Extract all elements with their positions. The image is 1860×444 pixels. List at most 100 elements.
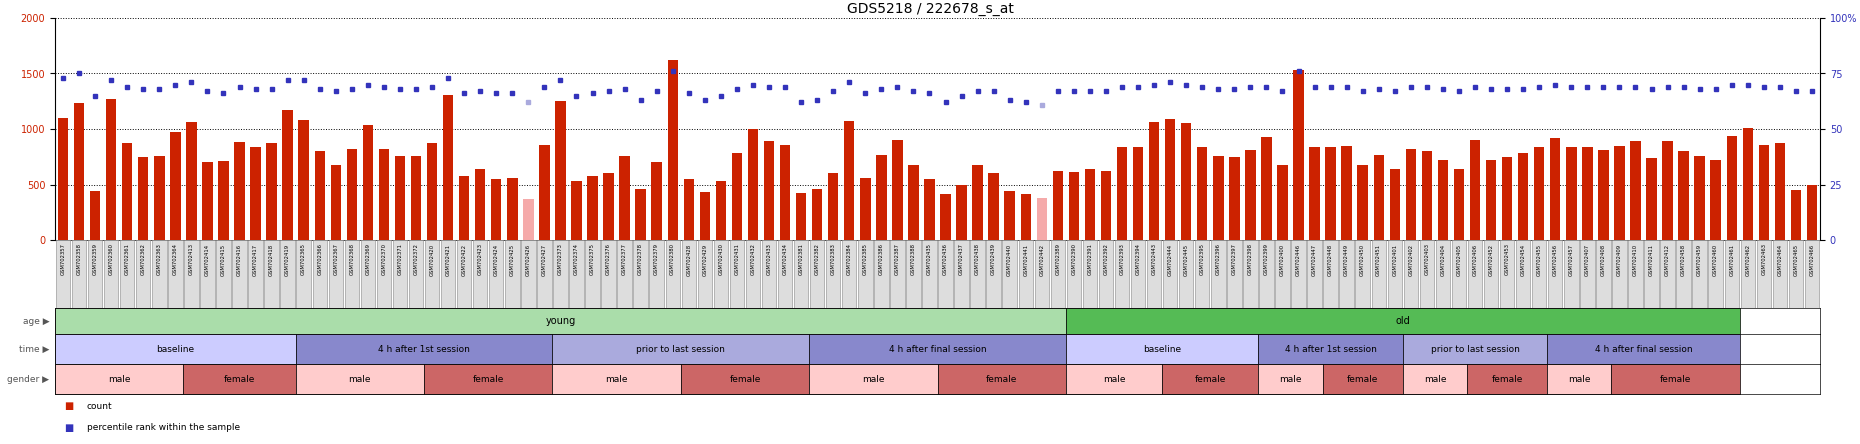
Bar	[1614, 146, 1624, 240]
Bar	[1438, 160, 1449, 240]
Text: GSM702424: GSM702424	[493, 243, 498, 276]
Bar	[1309, 147, 1321, 240]
Text: female: female	[729, 374, 761, 384]
FancyBboxPatch shape	[216, 240, 231, 308]
Text: GSM702456: GSM702456	[1553, 243, 1557, 276]
Text: GSM702392: GSM702392	[1103, 243, 1109, 275]
Bar	[1341, 146, 1352, 240]
Text: GSM702400: GSM702400	[1280, 243, 1285, 276]
Text: GSM702391: GSM702391	[1088, 243, 1092, 275]
Text: GSM702369: GSM702369	[365, 243, 370, 275]
Bar	[424, 364, 552, 394]
Bar	[379, 149, 389, 240]
Text: GSM702375: GSM702375	[590, 243, 595, 275]
Bar	[1549, 138, 1561, 240]
FancyBboxPatch shape	[586, 240, 599, 308]
Bar	[1663, 141, 1672, 240]
FancyBboxPatch shape	[184, 240, 199, 308]
FancyBboxPatch shape	[1259, 240, 1274, 308]
Text: GSM702393: GSM702393	[1120, 243, 1125, 275]
Text: GSM702390: GSM702390	[1071, 243, 1077, 275]
Text: GSM702388: GSM702388	[911, 243, 915, 275]
Bar	[296, 364, 424, 394]
Bar	[266, 143, 277, 240]
FancyBboxPatch shape	[649, 240, 664, 308]
Bar	[74, 103, 84, 240]
FancyBboxPatch shape	[538, 240, 552, 308]
Bar	[56, 334, 296, 364]
Bar	[668, 60, 677, 240]
Text: young: young	[545, 316, 575, 326]
FancyBboxPatch shape	[698, 240, 712, 308]
Bar	[251, 147, 260, 240]
Text: GSM702387: GSM702387	[895, 243, 900, 275]
FancyBboxPatch shape	[746, 240, 761, 308]
FancyBboxPatch shape	[87, 240, 102, 308]
FancyBboxPatch shape	[1693, 240, 1707, 308]
FancyBboxPatch shape	[1388, 240, 1402, 308]
Bar	[1066, 364, 1162, 394]
Text: GSM702438: GSM702438	[975, 243, 980, 275]
Text: GSM702434: GSM702434	[783, 243, 787, 275]
Text: GSM702367: GSM702367	[333, 243, 339, 275]
Text: GSM702385: GSM702385	[863, 243, 869, 275]
Text: GSM702403: GSM702403	[1425, 243, 1428, 275]
Text: GDS5218 / 222678_s_at: GDS5218 / 222678_s_at	[846, 2, 1014, 16]
Text: GSM702417: GSM702417	[253, 243, 259, 276]
FancyBboxPatch shape	[1419, 240, 1434, 308]
Text: GSM702454: GSM702454	[1521, 243, 1525, 276]
Bar	[1469, 140, 1481, 240]
Bar	[876, 155, 887, 240]
Bar	[1021, 194, 1030, 240]
Text: GSM702460: GSM702460	[1713, 243, 1719, 276]
Text: age ▶: age ▶	[22, 317, 50, 325]
Bar	[588, 176, 597, 240]
Text: GSM702447: GSM702447	[1311, 243, 1317, 276]
Bar	[1518, 154, 1529, 240]
FancyBboxPatch shape	[201, 240, 214, 308]
Text: male: male	[1103, 374, 1125, 384]
Bar	[1229, 157, 1239, 240]
Text: GSM702364: GSM702364	[173, 243, 179, 275]
Bar	[681, 364, 809, 394]
Bar	[1066, 334, 1259, 364]
FancyBboxPatch shape	[1581, 240, 1594, 308]
Bar	[684, 179, 694, 240]
Bar	[651, 163, 662, 240]
Text: GSM702373: GSM702373	[558, 243, 564, 275]
Text: GSM702386: GSM702386	[878, 243, 884, 275]
Text: GSM702416: GSM702416	[236, 243, 242, 276]
Text: female: female	[1347, 374, 1378, 384]
Bar	[1583, 147, 1592, 240]
Bar	[1259, 364, 1322, 394]
Bar	[1629, 141, 1641, 240]
FancyBboxPatch shape	[618, 240, 632, 308]
Text: GSM702450: GSM702450	[1360, 243, 1365, 276]
Text: GSM702446: GSM702446	[1296, 243, 1300, 276]
Bar	[1566, 147, 1577, 240]
FancyBboxPatch shape	[763, 240, 776, 308]
FancyBboxPatch shape	[1628, 240, 1642, 308]
Bar	[893, 140, 902, 240]
Text: GSM702361: GSM702361	[125, 243, 130, 275]
Bar	[1678, 151, 1689, 240]
FancyBboxPatch shape	[489, 240, 504, 308]
Text: baseline: baseline	[156, 345, 195, 353]
FancyBboxPatch shape	[1019, 240, 1032, 308]
Text: GSM702382: GSM702382	[815, 243, 820, 275]
Text: GSM702462: GSM702462	[1745, 243, 1750, 276]
FancyBboxPatch shape	[1034, 240, 1049, 308]
Bar	[123, 143, 132, 240]
Bar	[138, 157, 149, 240]
Bar	[1402, 334, 1548, 364]
FancyBboxPatch shape	[296, 240, 311, 308]
Bar	[491, 179, 502, 240]
Text: GSM702428: GSM702428	[686, 243, 692, 276]
Text: GSM702389: GSM702389	[1055, 243, 1060, 275]
Text: GSM702366: GSM702366	[318, 243, 322, 275]
Bar	[636, 189, 645, 240]
FancyBboxPatch shape	[1242, 240, 1257, 308]
Text: GSM702455: GSM702455	[1536, 243, 1542, 276]
FancyBboxPatch shape	[1308, 240, 1322, 308]
FancyBboxPatch shape	[729, 240, 744, 308]
